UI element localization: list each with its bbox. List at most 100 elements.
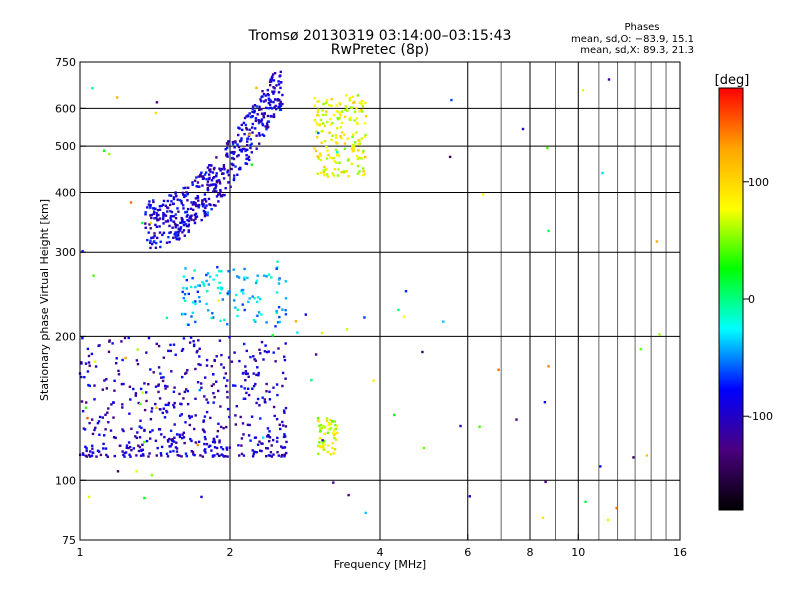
data-point [352,101,355,105]
data-point [164,384,167,388]
data-point [541,516,545,519]
data-point [169,445,172,448]
data-point [220,270,223,273]
data-point [174,226,177,229]
data-point [254,117,258,120]
data-point [358,110,361,113]
data-point [324,101,327,105]
data-point [144,226,147,229]
data-point [333,168,337,171]
data-point [222,366,225,369]
data-point [80,375,83,379]
data-point [163,416,167,419]
data-point [237,276,241,279]
data-point [203,214,207,218]
data-point [269,451,273,454]
data-point [170,219,173,222]
data-point [105,387,108,390]
data-point [315,121,318,124]
data-point [336,154,339,157]
data-point [113,389,116,392]
data-point [251,449,254,452]
data-point [277,105,280,109]
data-point [161,233,164,237]
data-point [332,433,336,437]
colorbar-tick-label: -100 [748,410,773,423]
data-point [275,310,278,313]
data-point [248,128,251,131]
data-point [333,448,337,451]
data-point [227,356,231,359]
data-point [150,216,153,220]
data-point [205,273,208,277]
data-point [136,348,139,351]
data-point [269,83,272,87]
data-point [191,183,194,186]
data-point [218,167,221,170]
data-point [91,444,94,447]
colorbar-tick-label: 0 [748,293,755,306]
data-point [320,331,324,335]
data-point [218,454,221,457]
data-point [81,452,85,455]
data-point [327,423,330,427]
data-point [404,290,408,293]
data-point [129,201,133,204]
x-tick-label: 10 [571,546,585,559]
data-point [135,436,138,440]
data-point [249,115,253,119]
data-point [362,170,365,173]
data-point [162,199,166,203]
data-point [267,433,270,437]
data-point [143,382,146,385]
data-point [210,365,213,368]
data-point [273,72,277,75]
data-point [190,218,193,221]
data-point [233,150,236,154]
data-point [159,245,162,249]
data-point [206,401,210,404]
data-point [234,306,237,309]
data-point [262,358,265,361]
data-point [153,240,156,243]
data-point [157,344,161,348]
data-point [364,115,368,118]
y-tick-label: 300 [55,246,76,259]
data-point [372,379,375,382]
data-point [350,147,354,151]
data-point [325,419,329,423]
data-point [146,238,149,242]
data-point [128,412,131,415]
data-point [184,299,187,302]
data-point [239,415,242,419]
data-point [255,373,258,377]
data-point [360,99,364,103]
data-point [197,199,200,202]
data-point [190,201,193,204]
data-point [325,145,328,149]
data-point [192,340,195,343]
data-point [332,452,335,455]
data-point [168,194,171,197]
data-point [201,200,204,203]
data-point [84,445,87,448]
data-point [188,416,192,420]
data-point [353,100,356,104]
data-point [251,387,254,390]
data-point [143,429,146,432]
data-point [204,206,207,210]
data-point [313,104,316,107]
data-point [184,194,188,197]
data-point [217,179,221,182]
data-point [169,216,172,220]
data-point [160,433,163,436]
data-point [158,397,162,400]
data-point [162,222,165,225]
data-point [97,344,100,348]
data-point [316,123,319,127]
data-point [159,240,162,243]
data-point [221,298,224,301]
data-point [194,414,197,417]
data-point [145,439,149,443]
data-point [326,450,329,454]
